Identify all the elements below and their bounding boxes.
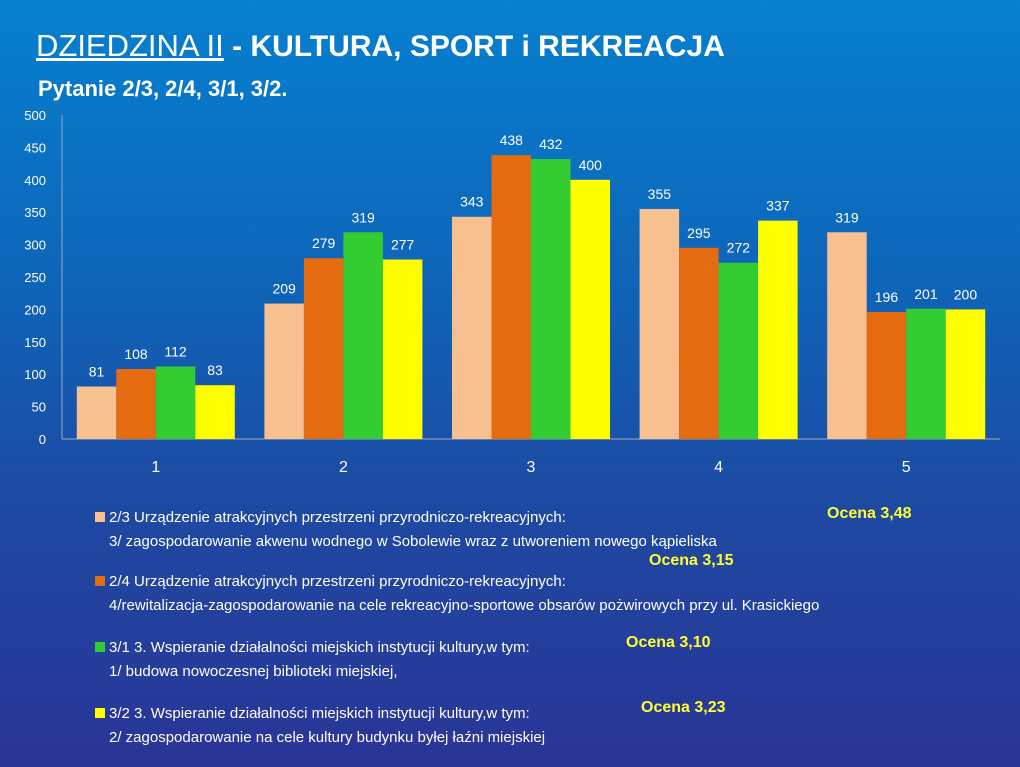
data-label: 272 xyxy=(727,240,751,256)
legend-line: 2/ zagospodarowanie na cele kultury budy… xyxy=(109,729,546,746)
legend-line: 3/2 3. Wspieranie działalności miejskich… xyxy=(109,705,530,722)
title-rest: - KULTURA, SPORT i REKREACJA xyxy=(223,30,725,63)
title-main: DZIEDZINA II xyxy=(36,28,224,63)
data-label: 319 xyxy=(351,209,375,225)
x-tick-label: 3 xyxy=(527,459,536,476)
data-label: 343 xyxy=(460,194,484,210)
data-label: 319 xyxy=(835,209,859,225)
legend-line: 1/ budowa nowoczesnej biblioteki miejski… xyxy=(109,663,398,680)
data-label: 83 xyxy=(207,362,223,378)
bar-2-4-5 xyxy=(866,311,907,439)
y-tick-label: 50 xyxy=(32,400,46,415)
legend-swatch xyxy=(95,708,105,718)
data-label: 112 xyxy=(164,343,187,359)
bar-2-3-2 xyxy=(264,303,304,439)
legend-swatch xyxy=(95,642,105,652)
ocena-1: Ocena 3,48 xyxy=(827,505,912,522)
bar-2-3-1 xyxy=(76,386,117,439)
legend-swatch xyxy=(95,512,105,522)
data-label: 337 xyxy=(766,198,790,214)
bar-2-4-1 xyxy=(116,369,156,439)
bar-3-2-3 xyxy=(570,179,610,440)
bar-3-2-5 xyxy=(945,309,986,439)
legend-line: 4/rewitalizacja-zagospodarowanie na cele… xyxy=(109,597,820,614)
bar-3-1-4 xyxy=(718,262,759,439)
slide-title: DZIEDZINA II - KULTURA, SPORT i REKREACJ… xyxy=(36,28,725,64)
x-tick-label: 2 xyxy=(339,459,348,476)
y-tick-label: 500 xyxy=(24,108,46,123)
bar-2-3-3 xyxy=(452,216,492,439)
data-label: 432 xyxy=(539,136,563,152)
x-tick-label: 4 xyxy=(714,459,723,476)
data-label: 108 xyxy=(124,346,148,362)
data-label: 200 xyxy=(954,286,978,302)
data-label: 196 xyxy=(875,289,899,305)
legend-line: 3/ zagospodarowanie akwenu wodnego w Sob… xyxy=(109,533,717,550)
legend-line: 2/4 Urządzenie atrakcyjnych przestrzeni … xyxy=(109,573,566,590)
legend-item-4: 3/2 3. Wspieranie działalności miejskich… xyxy=(95,702,545,750)
ocena-3: Ocena 3,10 xyxy=(626,634,711,651)
bar-3-2-4 xyxy=(758,220,798,439)
y-tick-label: 400 xyxy=(24,173,46,188)
y-tick-label: 100 xyxy=(24,367,46,382)
y-tick-label: 250 xyxy=(24,270,46,285)
ocena-4: Ocena 3,23 xyxy=(641,699,726,716)
bar-2-4-3 xyxy=(491,155,531,439)
y-tick-label: 300 xyxy=(24,238,46,253)
data-label: 209 xyxy=(272,281,296,297)
y-tick-label: 450 xyxy=(24,140,46,155)
bar-3-1-2 xyxy=(343,232,383,439)
bar-3-1-5 xyxy=(906,308,946,439)
x-tick-label: 1 xyxy=(151,459,160,476)
bar-chart: 0 50 100 150 200 250 300 350 400 450 500 1 81 108 112 8… xyxy=(24,108,1000,476)
bar-2-4-2 xyxy=(303,258,344,439)
legend-line: 2/3 Urządzenie atrakcyjnych przestrzeni … xyxy=(109,509,566,526)
bar-3-2-1 xyxy=(195,385,235,439)
data-label: 295 xyxy=(687,225,711,241)
data-label: 201 xyxy=(914,286,938,302)
y-tick-label: 0 xyxy=(39,432,46,447)
data-label: 277 xyxy=(391,237,415,253)
bar-3-1-3 xyxy=(531,159,571,439)
legend-item-2: 2/4 Urządzenie atrakcyjnych przestrzeni … xyxy=(95,570,819,618)
y-tick-label: 350 xyxy=(24,205,46,220)
x-tick-label: 5 xyxy=(902,459,911,476)
y-tick-label: 200 xyxy=(24,302,46,317)
slide-subtitle: Pytanie 2/3, 2/4, 3/1, 3/2. xyxy=(38,76,288,101)
legend-item-1: 2/3 Urządzenie atrakcyjnych przestrzeni … xyxy=(95,506,717,554)
legend-swatch xyxy=(95,576,105,586)
y-tick-label: 150 xyxy=(24,335,46,350)
bar-2-3-5 xyxy=(827,232,867,439)
legend-item-3: 3/1 3. Wspieranie działalności miejskich… xyxy=(95,636,530,684)
data-label: 438 xyxy=(500,132,524,148)
ocena-2: Ocena 3,15 xyxy=(649,552,734,569)
bar-2-4-4 xyxy=(679,247,719,439)
bar-3-2-2 xyxy=(382,259,423,439)
data-label: 355 xyxy=(648,186,672,202)
bar-3-1-1 xyxy=(155,366,196,439)
data-label: 81 xyxy=(89,364,105,380)
legend-line: 3/1 3. Wspieranie działalności miejskich… xyxy=(109,639,530,656)
data-label: 279 xyxy=(312,235,336,251)
bar-2-3-4 xyxy=(639,208,680,439)
data-label: 400 xyxy=(579,157,603,173)
